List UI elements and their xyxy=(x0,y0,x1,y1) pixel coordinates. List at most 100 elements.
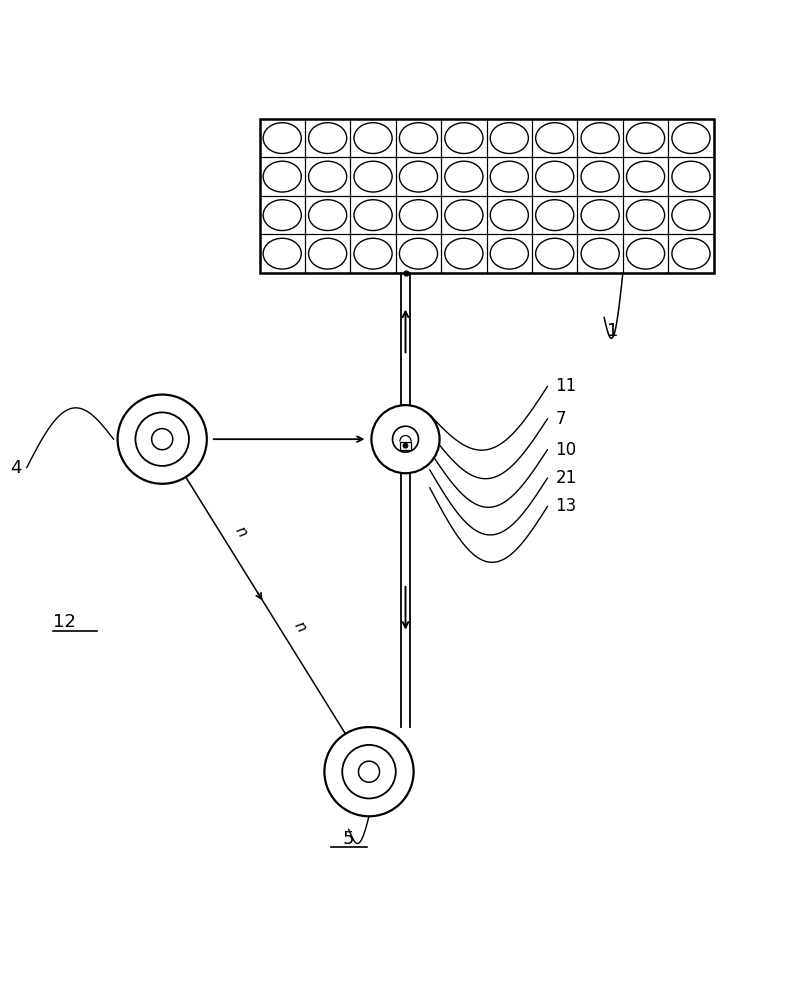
Text: 13: 13 xyxy=(556,497,577,515)
Ellipse shape xyxy=(399,161,438,192)
Circle shape xyxy=(135,412,189,466)
Text: 10: 10 xyxy=(556,441,577,459)
Ellipse shape xyxy=(263,200,302,231)
Ellipse shape xyxy=(263,123,302,154)
Bar xyxy=(350,234,396,273)
Bar xyxy=(487,196,532,234)
Ellipse shape xyxy=(444,238,483,269)
Ellipse shape xyxy=(672,123,710,154)
Text: n: n xyxy=(232,524,250,540)
Bar xyxy=(623,196,668,234)
Ellipse shape xyxy=(626,200,665,231)
Ellipse shape xyxy=(308,161,347,192)
Ellipse shape xyxy=(399,123,438,154)
Circle shape xyxy=(371,405,440,473)
Bar xyxy=(668,157,714,196)
Ellipse shape xyxy=(672,238,710,269)
Text: 1: 1 xyxy=(607,322,618,340)
Circle shape xyxy=(152,429,173,450)
Bar xyxy=(400,442,411,450)
Bar xyxy=(487,157,532,196)
Circle shape xyxy=(324,727,414,816)
Bar xyxy=(260,157,305,196)
Bar xyxy=(441,119,487,157)
Ellipse shape xyxy=(354,200,393,231)
Bar xyxy=(441,234,487,273)
Bar xyxy=(260,234,305,273)
Bar xyxy=(396,157,441,196)
Bar xyxy=(532,157,577,196)
Bar xyxy=(577,119,623,157)
Bar xyxy=(577,196,623,234)
Ellipse shape xyxy=(672,200,710,231)
Text: 12: 12 xyxy=(53,613,75,631)
Ellipse shape xyxy=(308,200,347,231)
Ellipse shape xyxy=(444,123,483,154)
Bar xyxy=(577,157,623,196)
Text: n: n xyxy=(291,619,309,635)
Ellipse shape xyxy=(490,238,529,269)
Bar xyxy=(350,196,396,234)
Bar xyxy=(487,119,532,157)
Bar xyxy=(396,119,441,157)
Ellipse shape xyxy=(626,123,665,154)
Bar xyxy=(441,157,487,196)
Ellipse shape xyxy=(308,238,347,269)
Bar xyxy=(396,196,441,234)
Text: 11: 11 xyxy=(556,377,577,395)
Bar xyxy=(260,119,714,273)
Text: 7: 7 xyxy=(556,410,566,428)
Ellipse shape xyxy=(490,123,529,154)
Bar xyxy=(260,196,305,234)
Bar xyxy=(668,119,714,157)
Bar xyxy=(668,196,714,234)
Bar xyxy=(532,196,577,234)
Ellipse shape xyxy=(354,123,393,154)
Bar xyxy=(260,119,305,157)
Bar xyxy=(305,234,350,273)
Bar xyxy=(668,234,714,273)
Ellipse shape xyxy=(672,161,710,192)
Ellipse shape xyxy=(490,200,529,231)
Bar xyxy=(623,119,668,157)
Ellipse shape xyxy=(444,161,483,192)
Bar xyxy=(350,119,396,157)
Circle shape xyxy=(342,745,396,798)
Ellipse shape xyxy=(263,238,302,269)
Text: 5: 5 xyxy=(343,830,354,848)
Bar xyxy=(532,234,577,273)
Bar xyxy=(305,157,350,196)
Bar xyxy=(577,234,623,273)
Ellipse shape xyxy=(535,200,574,231)
Bar xyxy=(396,234,441,273)
Circle shape xyxy=(358,761,380,782)
Ellipse shape xyxy=(354,238,393,269)
Circle shape xyxy=(403,443,408,448)
Ellipse shape xyxy=(263,161,302,192)
Ellipse shape xyxy=(581,238,620,269)
Ellipse shape xyxy=(535,238,574,269)
Bar xyxy=(305,119,350,157)
Ellipse shape xyxy=(626,238,665,269)
Bar xyxy=(623,234,668,273)
Text: 21: 21 xyxy=(556,469,577,487)
Ellipse shape xyxy=(399,238,438,269)
Ellipse shape xyxy=(626,161,665,192)
Ellipse shape xyxy=(535,161,574,192)
Ellipse shape xyxy=(354,161,393,192)
Bar xyxy=(441,196,487,234)
Ellipse shape xyxy=(581,161,620,192)
Bar xyxy=(350,157,396,196)
Text: 4: 4 xyxy=(10,459,21,477)
Ellipse shape xyxy=(535,123,574,154)
Ellipse shape xyxy=(444,200,483,231)
Bar xyxy=(532,119,577,157)
Ellipse shape xyxy=(581,123,620,154)
Ellipse shape xyxy=(581,200,620,231)
Ellipse shape xyxy=(399,200,438,231)
Bar xyxy=(305,196,350,234)
Bar xyxy=(623,157,668,196)
Circle shape xyxy=(118,395,207,484)
Bar xyxy=(487,234,532,273)
Ellipse shape xyxy=(308,123,347,154)
